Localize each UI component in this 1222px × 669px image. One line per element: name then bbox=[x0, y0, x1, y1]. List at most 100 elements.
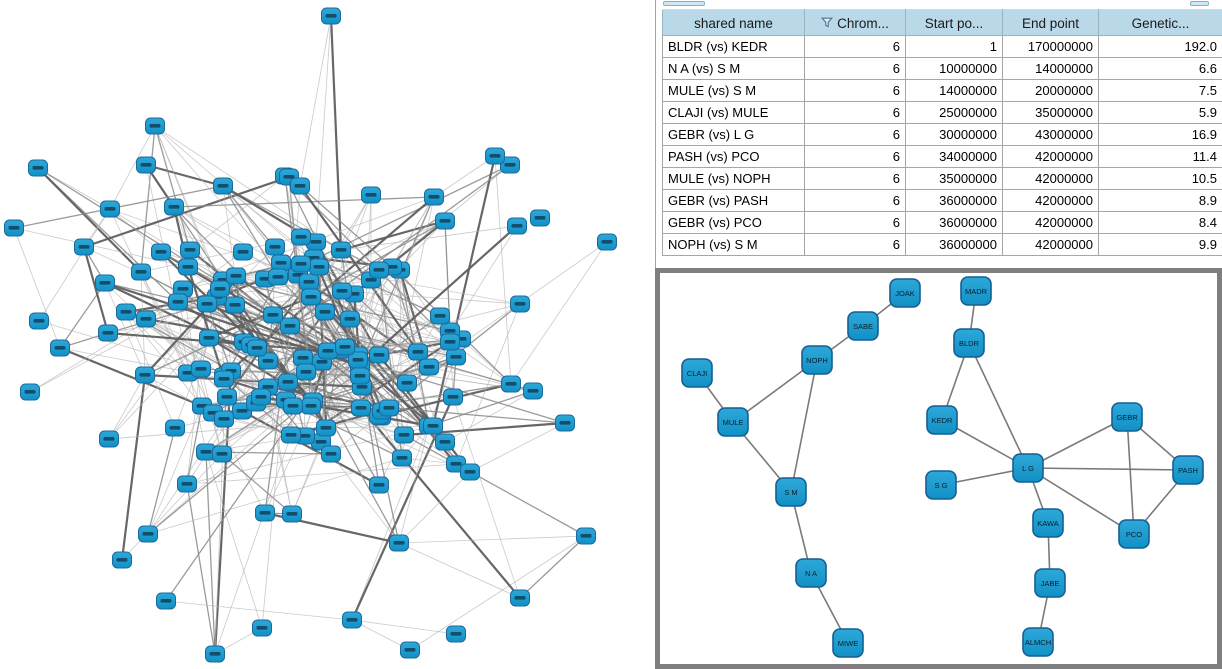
network-node[interactable] bbox=[135, 366, 155, 384]
network-node[interactable] bbox=[258, 352, 278, 370]
network-node[interactable] bbox=[597, 233, 617, 251]
network-node[interactable] bbox=[430, 307, 450, 325]
network-node-MADR[interactable]: MADR bbox=[960, 276, 992, 306]
network-node[interactable] bbox=[510, 589, 530, 607]
network-node[interactable] bbox=[555, 414, 575, 432]
network-node[interactable] bbox=[332, 282, 352, 300]
table-row[interactable]: N A (vs) S M 6 10000000 14000000 6.6 bbox=[662, 57, 1222, 80]
network-node[interactable] bbox=[283, 397, 303, 415]
network-node[interactable] bbox=[351, 399, 371, 417]
network-node[interactable] bbox=[212, 445, 232, 463]
network-node-NOPH[interactable]: NOPH bbox=[801, 345, 833, 375]
network-node[interactable] bbox=[4, 219, 24, 237]
network-node[interactable] bbox=[576, 527, 596, 545]
network-node[interactable] bbox=[50, 339, 70, 357]
network-edge-GEBR-PCO[interactable] bbox=[1126, 416, 1135, 535]
network-node[interactable] bbox=[318, 342, 338, 360]
network-node[interactable] bbox=[225, 296, 245, 314]
network-node[interactable] bbox=[271, 254, 291, 272]
network-node[interactable] bbox=[100, 200, 120, 218]
network-node[interactable] bbox=[213, 177, 233, 195]
network-node-MIWE[interactable]: MIWE bbox=[832, 628, 864, 658]
network-node[interactable] bbox=[419, 358, 439, 376]
network-node-SABE[interactable]: SABE bbox=[847, 311, 879, 341]
table-row[interactable]: PASH (vs) PCO 6 34000000 42000000 11.4 bbox=[662, 145, 1222, 168]
scrollbar-end-cap[interactable] bbox=[1190, 1, 1209, 6]
network-node[interactable] bbox=[400, 641, 420, 659]
network-node-ALMCH[interactable]: ALMCH bbox=[1022, 627, 1054, 657]
network-node[interactable] bbox=[392, 449, 412, 467]
column-header-start-position[interactable]: Start po... bbox=[905, 9, 1003, 36]
network-node[interactable] bbox=[247, 339, 267, 357]
table-row[interactable]: GEBR (vs) L G 6 30000000 43000000 16.9 bbox=[662, 123, 1222, 146]
network-node[interactable] bbox=[196, 443, 216, 461]
network-node[interactable] bbox=[435, 212, 455, 230]
network-node[interactable] bbox=[197, 295, 217, 313]
network-node-LG[interactable]: L G bbox=[1012, 453, 1044, 483]
network-node[interactable] bbox=[178, 258, 198, 276]
network-node[interactable] bbox=[397, 374, 417, 392]
network-node[interactable] bbox=[446, 348, 466, 366]
network-node[interactable] bbox=[205, 645, 225, 663]
network-edge-NOPH-SM[interactable] bbox=[790, 359, 818, 493]
network-node[interactable] bbox=[369, 261, 389, 279]
network-node[interactable] bbox=[369, 476, 389, 494]
network-node[interactable] bbox=[408, 343, 428, 361]
scrollbar-thumb[interactable] bbox=[663, 1, 705, 6]
network-node[interactable] bbox=[485, 147, 505, 165]
network-node[interactable] bbox=[500, 156, 520, 174]
network-node[interactable] bbox=[280, 317, 300, 335]
network-node[interactable] bbox=[145, 117, 165, 135]
network-node-BLDR[interactable]: BLDR bbox=[953, 328, 985, 358]
table-row[interactable]: MULE (vs) S M 6 14000000 20000000 7.5 bbox=[662, 79, 1222, 102]
network-node[interactable] bbox=[530, 209, 550, 227]
network-node[interactable] bbox=[301, 288, 321, 306]
network-node[interactable] bbox=[460, 463, 480, 481]
network-edge-BLDR-LG[interactable] bbox=[968, 342, 1029, 469]
network-node[interactable] bbox=[523, 382, 543, 400]
network-node-NA[interactable]: N A bbox=[795, 558, 827, 588]
network-node[interactable] bbox=[424, 188, 444, 206]
column-header-chromosome[interactable]: Chrom... bbox=[804, 9, 906, 36]
network-node[interactable] bbox=[389, 534, 409, 552]
network-node[interactable] bbox=[331, 241, 351, 259]
column-header-shared-name[interactable]: shared name bbox=[662, 9, 805, 36]
network-node[interactable] bbox=[342, 611, 362, 629]
network-node[interactable] bbox=[255, 504, 275, 522]
network-node-SM[interactable]: S M bbox=[775, 477, 807, 507]
network-edge-LG-PASH[interactable] bbox=[1027, 467, 1189, 471]
network-node[interactable] bbox=[315, 303, 335, 321]
network-node[interactable] bbox=[316, 419, 336, 437]
network-node[interactable] bbox=[164, 198, 184, 216]
network-node[interactable] bbox=[299, 273, 319, 291]
network-edge-LG-PCO[interactable] bbox=[1027, 467, 1135, 535]
network-node-JABE[interactable]: JABE bbox=[1034, 568, 1066, 598]
network-node[interactable] bbox=[168, 293, 188, 311]
network-node[interactable] bbox=[501, 375, 521, 393]
network-node[interactable] bbox=[210, 280, 230, 298]
network-node-MULE[interactable]: MULE bbox=[717, 407, 749, 437]
network-node[interactable] bbox=[165, 419, 185, 437]
network-node-GEBR[interactable]: GEBR bbox=[1111, 402, 1143, 432]
network-node[interactable] bbox=[510, 295, 530, 313]
column-header-end-point[interactable]: End point bbox=[1002, 9, 1099, 36]
network-node-KAWA[interactable]: KAWA bbox=[1032, 508, 1064, 538]
network-node[interactable] bbox=[180, 241, 200, 259]
network-node[interactable] bbox=[131, 263, 151, 281]
table-row[interactable]: MULE (vs) NOPH 6 35000000 42000000 10.5 bbox=[662, 167, 1222, 190]
network-node[interactable] bbox=[291, 228, 311, 246]
network-node[interactable] bbox=[350, 367, 370, 385]
network-node[interactable] bbox=[233, 243, 253, 261]
network-node[interactable] bbox=[507, 217, 527, 235]
table-row[interactable]: CLAJI (vs) MULE 6 25000000 35000000 5.9 bbox=[662, 101, 1222, 124]
network-node[interactable] bbox=[251, 388, 271, 406]
network-node-SG[interactable]: S G bbox=[925, 470, 957, 500]
network-node[interactable] bbox=[116, 303, 136, 321]
network-node[interactable] bbox=[226, 267, 246, 285]
column-header-genetic[interactable]: Genetic... bbox=[1098, 9, 1222, 36]
table-row[interactable]: NOPH (vs) S M 6 36000000 42000000 9.9 bbox=[662, 233, 1222, 256]
network-node[interactable] bbox=[136, 310, 156, 328]
network-node[interactable] bbox=[293, 349, 313, 367]
network-node[interactable] bbox=[28, 159, 48, 177]
network-node[interactable] bbox=[348, 351, 368, 369]
